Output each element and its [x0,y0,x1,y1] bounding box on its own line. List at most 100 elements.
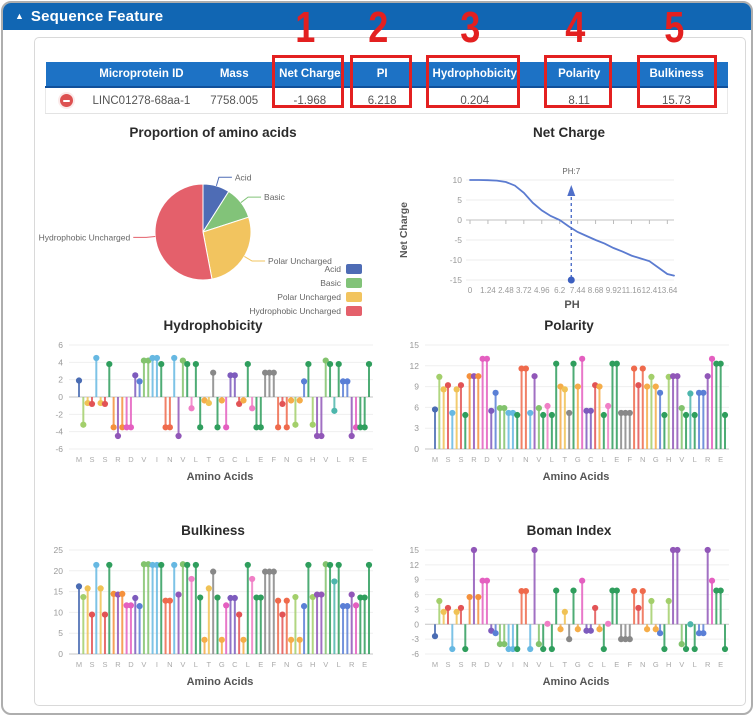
stem-dot-F[interactable] [210,369,217,376]
stem-dot-G[interactable] [574,383,581,390]
stem-dot-S[interactable] [635,382,642,389]
stem-dot-I[interactable] [149,354,156,362]
stem-dot-F[interactable] [270,568,277,575]
stem-dot-V[interactable] [535,404,542,412]
stem-dot-G[interactable] [596,626,603,633]
stem-dot-H[interactable] [292,421,299,428]
stem-dot-L[interactable] [192,561,199,569]
stem-dot-E[interactable] [553,360,560,367]
stem-dot-L[interactable] [192,360,199,368]
stem-dot-L[interactable] [106,360,113,368]
stem-dot-D[interactable] [123,424,130,431]
stem-dot-R[interactable] [175,591,182,598]
stem-dot-F[interactable] [262,568,269,575]
stem-dot-F[interactable] [622,409,629,417]
stem-dot-I[interactable] [449,409,456,417]
stem-dot-L[interactable] [184,360,191,368]
stem-dot-Q[interactable] [119,424,126,431]
stem-dot-R[interactable] [318,432,325,440]
stem-dot-L[interactable] [548,411,555,419]
stem-dot-T[interactable] [97,585,104,592]
ph7-marker-dot[interactable] [567,276,575,284]
stem-dot-N[interactable] [283,597,290,604]
stem-dot-L[interactable] [244,561,251,569]
stem-dot-F[interactable] [210,568,217,575]
stem-dot-D[interactable] [223,602,230,609]
stem-dot-E[interactable] [713,587,720,594]
stem-dot-E[interactable] [609,587,616,594]
stem-dot-C[interactable] [227,372,234,379]
stem-dot-H[interactable] [436,373,443,380]
stem-dot-D[interactable] [127,424,135,431]
stem-dot-N[interactable] [283,424,290,431]
stem-dot-E[interactable] [613,587,620,594]
stem-dot-G[interactable] [652,383,659,390]
stem-dot-V[interactable] [322,357,329,364]
stem-dot-I[interactable] [509,645,517,653]
stem-dot-E[interactable] [257,594,264,601]
stem-dot-E[interactable] [253,424,260,431]
stem-dot-F[interactable] [626,636,633,643]
stem-dot-C[interactable] [587,627,594,634]
stem-dot-L[interactable] [548,645,555,653]
stem-dot-S[interactable] [236,611,243,618]
stem-dot-M[interactable] [431,406,439,413]
stem-dot-I[interactable] [149,561,156,569]
stem-dot-R[interactable] [704,546,711,554]
stem-dot-R[interactable] [318,591,325,598]
stem-dot-G[interactable] [596,383,603,390]
stem-dot-T[interactable] [561,386,568,393]
stem-dot-Y[interactable] [249,575,256,583]
stem-dot-L[interactable] [600,411,607,419]
stem-dot-L[interactable] [106,561,113,569]
stem-dot-R[interactable] [114,432,122,440]
stem-dot-N[interactable] [639,365,646,372]
stem-dot-M[interactable] [431,633,439,640]
stem-dot-N[interactable] [639,588,646,595]
stem-dot-L[interactable] [462,411,469,419]
stem-dot-P[interactable] [687,390,694,397]
stem-dot-L[interactable] [661,645,668,653]
stem-dot-G[interactable] [652,626,659,633]
stem-dot-I[interactable] [171,561,178,569]
stem-dot-A[interactable] [344,603,351,610]
stem-dot-G[interactable] [287,397,295,404]
stem-dot-R[interactable] [704,373,711,380]
stem-dot-L[interactable] [326,561,334,569]
stem-dot-C[interactable] [132,594,139,602]
stem-dot-F[interactable] [626,409,633,417]
stem-dot-R[interactable] [669,546,677,554]
stem-dot-D[interactable] [579,355,586,362]
legend-swatch[interactable] [346,278,362,288]
stem-dot-Q[interactable] [466,373,473,380]
stem-dot-Q[interactable] [119,590,126,597]
stem-dot-F[interactable] [566,636,573,643]
stem-dot-F[interactable] [266,568,273,575]
stem-dot-D[interactable] [352,602,360,609]
stem-dot-D[interactable] [479,355,486,362]
stem-dot-I[interactable] [527,409,534,417]
stem-dot-V[interactable] [140,357,148,364]
stem-dot-L[interactable] [158,561,165,569]
stem-dot-A[interactable] [136,603,143,610]
stem-dot-L[interactable] [661,411,668,419]
stem-dot-N[interactable] [631,365,638,372]
stem-dot-I[interactable] [93,354,100,362]
stem-dot-G[interactable] [643,626,651,633]
stem-dot-T[interactable] [205,399,212,407]
stem-dot-D[interactable] [483,577,491,584]
stem-dot-R[interactable] [313,432,321,440]
stem-dot-G[interactable] [296,636,303,643]
stem-dot-V[interactable] [501,640,508,648]
stem-dot-A[interactable] [700,630,707,637]
stem-dot-S[interactable] [444,604,452,612]
stem-dot-T[interactable] [453,386,460,393]
stem-dot-S[interactable] [88,611,96,618]
stem-dot-A[interactable] [656,630,664,637]
stem-dot-P[interactable] [331,578,338,585]
stem-dot-D[interactable] [579,577,586,584]
stem-dot-L[interactable] [514,645,521,653]
stem-dot-R[interactable] [470,373,478,380]
stem-dot-L[interactable] [691,645,698,653]
stem-dot-C[interactable] [231,594,238,602]
